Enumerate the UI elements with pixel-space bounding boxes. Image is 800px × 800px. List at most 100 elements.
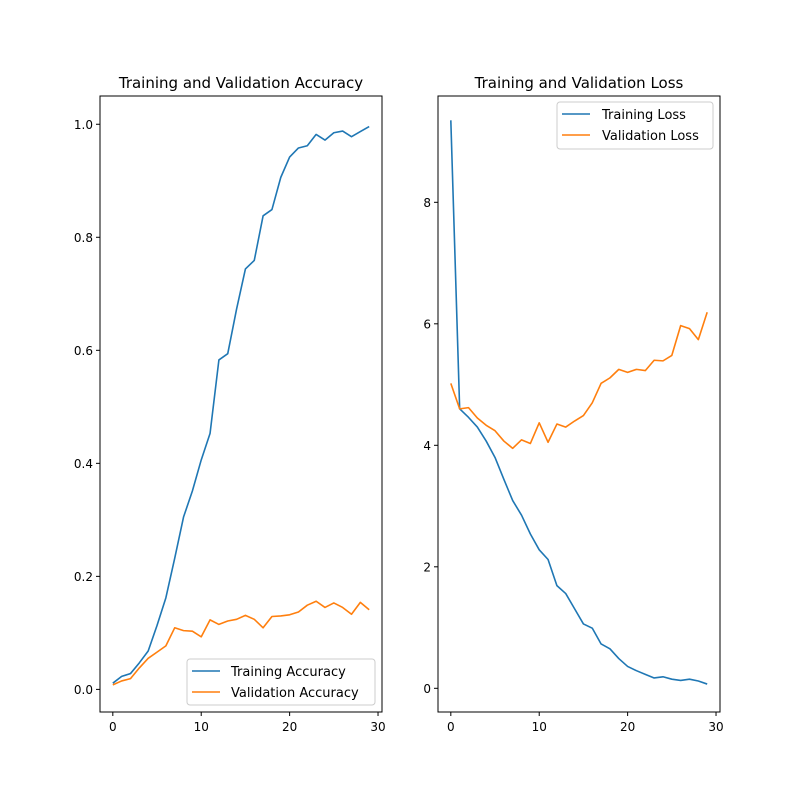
data-point-training-loss-27 [688,678,690,680]
data-point-validation-loss-16 [591,402,593,404]
loss-plot: Training and Validation Loss 0 10 20 30 0 2 4 6… [423,74,723,734]
series-line-validation-accuracy [112,600,370,686]
data-point-validation-loss-5 [494,430,496,432]
data-point-training-accuracy-26 [341,130,343,132]
loss-plot-title: Training and Validation Loss [474,74,684,92]
data-point-validation-accuracy-10 [200,636,202,638]
data-point-validation-loss-14 [573,420,575,422]
loss-plot-frame [437,95,721,713]
data-point-validation-accuracy-1 [120,680,122,682]
data-point-training-accuracy-5 [156,624,158,626]
accuracy-y-tick-label: 1.0 [74,118,93,132]
data-point-training-accuracy-15 [244,268,246,270]
data-point-training-accuracy-1 [120,675,122,677]
data-point-training-accuracy-23 [315,133,317,135]
data-point-validation-accuracy-26 [341,606,343,608]
data-point-validation-accuracy-20 [288,614,290,616]
data-point-training-accuracy-8 [182,516,184,518]
data-point-validation-loss-13 [565,426,567,428]
data-point-validation-loss-0 [450,382,452,384]
data-point-training-loss-19 [618,657,620,659]
data-point-validation-accuracy-0 [112,684,114,686]
data-point-validation-accuracy-15 [244,614,246,616]
data-point-validation-loss-20 [626,371,628,373]
loss-x-tick-label: 0 [447,720,455,734]
data-point-validation-accuracy-22 [306,604,308,606]
data-point-training-accuracy-9 [191,490,193,492]
accuracy-y-tick-label: 0.6 [74,344,93,358]
data-point-training-loss-26 [679,679,681,681]
data-point-training-loss-15 [582,623,584,625]
data-point-training-accuracy-22 [306,145,308,147]
data-point-training-accuracy-2 [129,672,131,674]
data-point-training-accuracy-13 [227,353,229,355]
loss-y-tick-label: 8 [423,196,431,210]
data-point-validation-loss-24 [662,360,664,362]
data-point-validation-loss-17 [600,382,602,384]
data-point-validation-loss-2 [467,406,469,408]
data-point-validation-accuracy-4 [147,657,149,659]
data-point-training-loss-21 [635,669,637,671]
data-point-validation-accuracy-18 [271,615,273,617]
data-point-validation-accuracy-8 [182,629,184,631]
loss-series-layer [450,119,708,685]
series-line-training-loss [450,120,708,685]
data-point-validation-loss-11 [547,441,549,443]
data-point-training-loss-2 [467,416,469,418]
accuracy-series-layer [112,125,370,686]
data-point-validation-accuracy-9 [191,630,193,632]
data-point-training-accuracy-4 [147,650,149,652]
data-point-validation-loss-4 [485,424,487,426]
data-point-training-accuracy-27 [350,135,352,137]
data-point-validation-loss-7 [512,447,514,449]
data-point-training-accuracy-10 [200,459,202,461]
legend-training-accuracy-label: Training Accuracy [230,665,346,680]
series-line-validation-loss [450,312,708,450]
data-point-validation-accuracy-5 [156,651,158,653]
data-point-training-loss-13 [565,592,567,594]
loss-x-tick-label: 20 [620,720,635,734]
data-point-training-loss-28 [697,680,699,682]
data-point-validation-loss-12 [556,423,558,425]
data-point-validation-loss-9 [529,442,531,444]
data-point-training-accuracy-28 [359,130,361,132]
legend-training-loss-label: Training Loss [601,108,686,123]
accuracy-plot-title: Training and Validation Accuracy [118,74,363,92]
data-point-validation-loss-19 [618,368,620,370]
data-point-training-loss-18 [609,648,611,650]
data-point-training-loss-22 [644,673,646,675]
data-point-training-accuracy-19 [280,176,282,178]
data-point-validation-loss-29 [706,311,708,313]
data-point-validation-accuracy-12 [218,623,220,625]
accuracy-x-tick-label: 10 [194,720,209,734]
data-point-validation-accuracy-29 [368,609,370,611]
accuracy-axes: 0 10 20 30 0.0 0.2 0.4 0.6 0.8 1.0 [74,118,386,734]
data-point-validation-loss-3 [476,417,478,419]
data-point-validation-accuracy-23 [315,600,317,602]
loss-y-tick-label: 2 [423,560,431,574]
data-point-training-loss-20 [626,665,628,667]
loss-x-tick-label: 10 [532,720,547,734]
data-point-training-loss-0 [450,119,452,121]
legend-validation-loss-label: Validation Loss [602,129,699,144]
data-point-validation-accuracy-25 [333,602,335,604]
data-point-training-loss-11 [547,558,549,560]
accuracy-y-tick-label: 0.8 [74,231,93,245]
data-point-training-loss-10 [538,549,540,551]
loss-y-tick-label: 0 [423,682,431,696]
data-point-training-accuracy-17 [262,215,264,217]
accuracy-legend-box [186,658,376,706]
data-point-training-loss-17 [600,643,602,645]
data-point-validation-accuracy-27 [350,613,352,615]
data-point-training-accuracy-7 [174,557,176,559]
data-point-validation-loss-8 [520,439,522,441]
loss-y-tick-label: 4 [423,439,431,453]
data-point-validation-accuracy-2 [129,677,131,679]
data-point-validation-accuracy-11 [209,619,211,621]
data-point-training-accuracy-18 [271,208,273,210]
loss-axes: 0 10 20 30 0 2 4 6 8 [423,196,723,734]
accuracy-x-tick-label: 30 [370,720,385,734]
loss-legend-box [556,101,714,150]
data-point-training-accuracy-20 [288,156,290,158]
data-point-training-loss-9 [529,533,531,535]
